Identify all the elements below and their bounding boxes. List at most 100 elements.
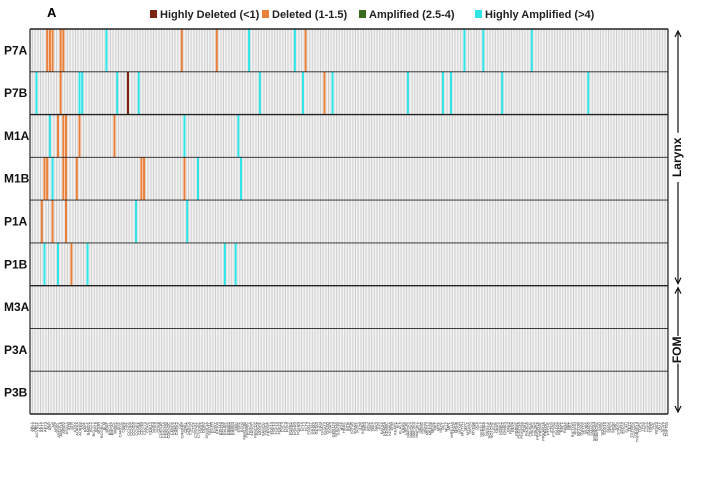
cell-P1A-FGFR1 xyxy=(288,199,291,244)
cell-M1A-CD79B xyxy=(140,114,143,158)
cell-P7B-CD79B xyxy=(140,71,143,115)
gene-label-emsy: EMSY xyxy=(212,422,217,434)
cell-P7B-SUFU xyxy=(624,71,628,115)
cell-P1B-CDKN2C xyxy=(167,242,170,286)
cell-P3A-ABL2 xyxy=(32,328,35,372)
cell-P1A-RB1 xyxy=(565,199,568,244)
gene-labels: ABL1ABL2ACVRL1AKT1AKT2AKT3ALKAPCARARAFAR… xyxy=(29,421,669,442)
cell-P1A-STAG2 xyxy=(616,199,620,244)
cell-P3B-CEBPA xyxy=(169,371,173,415)
cell-P7B-PDK1 xyxy=(522,71,525,115)
cell-P1B-CCNE1 xyxy=(134,242,138,286)
cell-P1A-CSF1R xyxy=(188,199,192,244)
cell-M1A-MLH1 xyxy=(439,114,442,158)
cell-P7B-MAP3K1 xyxy=(414,71,418,115)
cell-M1A-MRE11A xyxy=(449,114,453,158)
cell-P7B-GPR124 xyxy=(331,71,334,115)
cell-P3B-FGFR4 xyxy=(296,371,299,415)
cell-M1A-FANCE xyxy=(255,114,259,158)
cell-P7A-FLT3 xyxy=(301,28,305,72)
cell-P7B-CBL xyxy=(124,71,127,115)
gene-label-fgf4: FGF4 xyxy=(282,421,287,432)
cell-M1A-MSH6 xyxy=(455,114,458,158)
cell-M3A-CCND1 xyxy=(126,285,130,329)
cell-P7A-EMSY xyxy=(212,28,216,72)
cell-M1A-SF3B1 xyxy=(584,114,587,158)
cell-P1A-PTPN11 xyxy=(552,199,555,244)
cell-M1A-ASXL1 xyxy=(65,114,68,158)
cell-P3B-HGF xyxy=(339,371,342,415)
cell-P3A-DDR2 xyxy=(202,328,205,372)
legend-swatch xyxy=(262,10,269,18)
cell-P7B-CRKL xyxy=(183,71,186,115)
cell-P3B-NTRK3 xyxy=(503,371,507,415)
cell-P1B-BRCA2 xyxy=(110,242,114,286)
cell-M1B-EPHA3 xyxy=(218,157,221,201)
cell-P1B-FGFR4 xyxy=(296,242,299,286)
cell-P7B-RNF43 xyxy=(573,71,577,115)
cell-P1A-CDK6 xyxy=(153,199,157,244)
cell-P3A-KDM5C xyxy=(385,328,388,372)
cell-P1A-FLT1 xyxy=(299,199,302,244)
gene-label-mtor: MTOR xyxy=(457,422,462,434)
cell-M3A-SETD2 xyxy=(581,285,585,329)
cell-P3A-MSH2 xyxy=(452,328,455,372)
cell-P7B-PIK3R1 xyxy=(530,71,533,115)
cell-P3A-FANCE xyxy=(255,328,259,372)
cell-M1A-GID4 xyxy=(317,114,321,158)
cell-P1B-ARAF xyxy=(54,242,57,286)
cell-P1B-FGF10 xyxy=(269,242,272,286)
cell-M1A-TSHR xyxy=(648,114,652,158)
cell-M1A-JAK1 xyxy=(369,114,372,158)
cell-P7B-SMARCA4 xyxy=(592,71,595,115)
gene-label-top1: TOP1 xyxy=(637,421,642,432)
cell-P7B-PALB2 xyxy=(508,71,512,115)
cell-P7B-GNA13 xyxy=(323,71,326,115)
cell-P7B-MYD88 xyxy=(471,71,474,115)
cell-M3A-NPM1 xyxy=(492,285,496,329)
cell-M1B-FGFR4 xyxy=(296,157,299,201)
gene-label-gid4: GID4 xyxy=(317,421,322,431)
gene-label-stag2: STAG2 xyxy=(616,421,621,435)
cell-P1A-LRP1B xyxy=(404,199,407,244)
cell-P7A-GSK3B xyxy=(336,28,340,72)
cell-M1B-MAP3K1 xyxy=(414,157,418,201)
cell-M3A-NOTCH1 xyxy=(487,285,490,329)
cell-P3A-FOXL2 xyxy=(307,328,310,372)
cell-P7A-ALK xyxy=(46,29,49,72)
cell-P3A-ZNF703 xyxy=(665,328,668,372)
cell-M1B-FOXL2 xyxy=(307,157,310,201)
gene-label-runx1: RUNX1 xyxy=(578,421,583,435)
cell-P3A-PTEN xyxy=(549,328,552,372)
cell-P3B-MLH1 xyxy=(439,371,442,415)
cell-M3A-CRKL xyxy=(183,285,186,329)
cell-P7A-SOX10 xyxy=(603,28,606,72)
cell-P7B-BCORL1 xyxy=(99,71,103,115)
cell-M1B-IKBKE xyxy=(352,157,356,201)
cell-P7A-CDK6 xyxy=(153,28,157,72)
cell-P7A-FANCC xyxy=(250,28,254,72)
cell-P7B-CDK12 xyxy=(148,71,151,115)
cell-P3A-BCOR xyxy=(97,328,100,372)
cell-M1B-EGFR xyxy=(210,157,213,201)
cell-P3B-TSHR xyxy=(648,371,652,415)
cell-P7B-GATA2 xyxy=(312,71,315,115)
cell-P1B-STAT4 xyxy=(619,242,622,286)
cell-P1B-FGF23 xyxy=(277,242,280,286)
cell-M1A-CARD11 xyxy=(118,114,122,158)
gene-label-fanca: FANCA xyxy=(247,422,252,436)
cell-P1B-FANCC xyxy=(250,242,254,286)
cell-P1B-BTK xyxy=(115,242,119,286)
cell-M3A-PIK3CG xyxy=(527,285,531,329)
cell-P3A-IDH2 xyxy=(347,328,350,372)
cell-P3A-MUTYH xyxy=(460,328,463,372)
cell-P3A-BCL6 xyxy=(94,328,97,372)
cell-P1A-FGFR3 xyxy=(293,199,297,244)
cell-P1A-TNFAIP3 xyxy=(632,199,636,244)
cell-P1A-MYD88 xyxy=(471,199,474,244)
cell-P1B-SMO xyxy=(597,242,601,286)
cell-M3A-ERBB2 xyxy=(226,285,229,329)
gene-label-fam123b: FAM123B xyxy=(242,422,247,440)
cell-P1A-ALK xyxy=(45,199,49,244)
cell-M3A-IKZF1 xyxy=(355,285,358,329)
